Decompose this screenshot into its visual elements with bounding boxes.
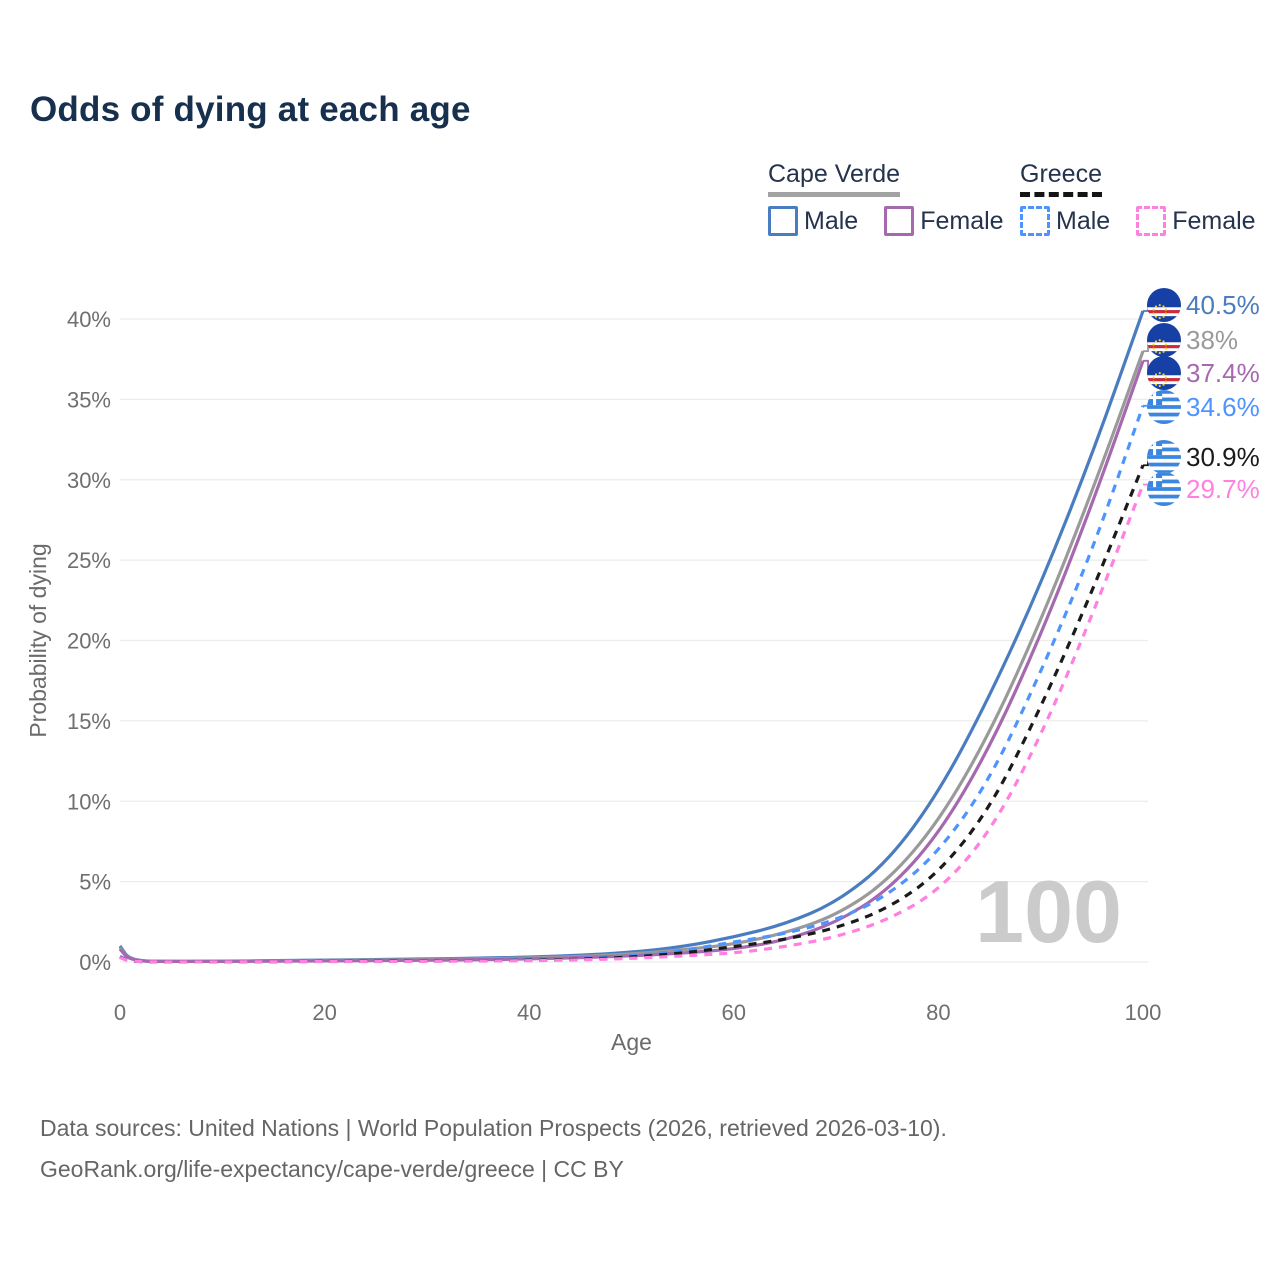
legend-group-cape-verde: Cape Verde Male Female bbox=[768, 160, 1004, 236]
legend-item-cape-verde-female[interactable]: Female bbox=[884, 206, 1004, 236]
x-tick-label: 0 bbox=[114, 1000, 126, 1025]
leader-line-cape-verde-male bbox=[1143, 304, 1152, 312]
legend-item-label: Male bbox=[804, 206, 859, 235]
footer-attribution: GeoRank.org/life-expectancy/cape-verde/g… bbox=[40, 1156, 624, 1182]
footer: Data sources: United Nations | World Pop… bbox=[40, 1108, 947, 1190]
x-axis-title: Age bbox=[611, 1029, 652, 1055]
greece-female-swatch-icon bbox=[1136, 206, 1167, 236]
x-tick-label: 40 bbox=[517, 1000, 541, 1025]
leader-line-greece-female bbox=[1143, 483, 1152, 490]
cape-verde-female-swatch-icon bbox=[884, 206, 915, 236]
legend-country-greece[interactable]: Greece bbox=[1020, 160, 1102, 197]
cape-verde-male-swatch-icon bbox=[768, 206, 798, 236]
y-axis-title: Probability of dying bbox=[25, 543, 51, 737]
legend-items-cape-verde: Male Female bbox=[768, 206, 1004, 236]
footer-sources: Data sources: United Nations | World Pop… bbox=[40, 1115, 947, 1141]
y-tick-label: 5% bbox=[79, 870, 111, 895]
legend-items-greece: Male Female bbox=[1020, 206, 1256, 236]
leader-line-greece-male bbox=[1143, 404, 1152, 408]
greece-male-swatch-icon bbox=[1020, 206, 1050, 236]
series-line-greece-female[interactable] bbox=[119, 483, 1145, 964]
legend-item-greece-male[interactable]: Male bbox=[1020, 206, 1110, 236]
page-title: Odds of dying at each age bbox=[30, 90, 471, 129]
y-tick-label: 15% bbox=[67, 709, 111, 734]
y-tick-label: 10% bbox=[67, 789, 111, 814]
y-tick-label: 35% bbox=[67, 387, 111, 412]
x-tick-label: 60 bbox=[722, 1000, 746, 1025]
legend-item-cape-verde-male[interactable]: Male bbox=[768, 206, 858, 236]
y-tick-label: 40% bbox=[67, 307, 111, 332]
legend-item-greece-female[interactable]: Female bbox=[1136, 206, 1256, 236]
leader-line-cape-verde bbox=[1143, 339, 1152, 353]
y-tick-label: 30% bbox=[67, 468, 111, 493]
legend-country-cape-verde[interactable]: Cape Verde bbox=[768, 160, 901, 197]
y-tick-label: 20% bbox=[67, 629, 111, 654]
legend-item-label: Male bbox=[1056, 206, 1111, 235]
age-watermark: 100 bbox=[975, 862, 1122, 961]
x-tick-label: 100 bbox=[1125, 1000, 1162, 1025]
x-tick-label: 20 bbox=[312, 1000, 336, 1025]
legend-group-greece: Greece Male Female bbox=[1020, 160, 1256, 236]
leader-line-greece bbox=[1143, 456, 1152, 467]
legend-item-label: Female bbox=[1172, 206, 1256, 235]
leader-line-cape-verde-female bbox=[1143, 359, 1152, 374]
x-tick-label: 80 bbox=[926, 1000, 950, 1025]
y-tick-label: 25% bbox=[67, 548, 111, 573]
y-tick-label: 0% bbox=[79, 950, 111, 975]
legend-item-label: Female bbox=[920, 206, 1004, 235]
